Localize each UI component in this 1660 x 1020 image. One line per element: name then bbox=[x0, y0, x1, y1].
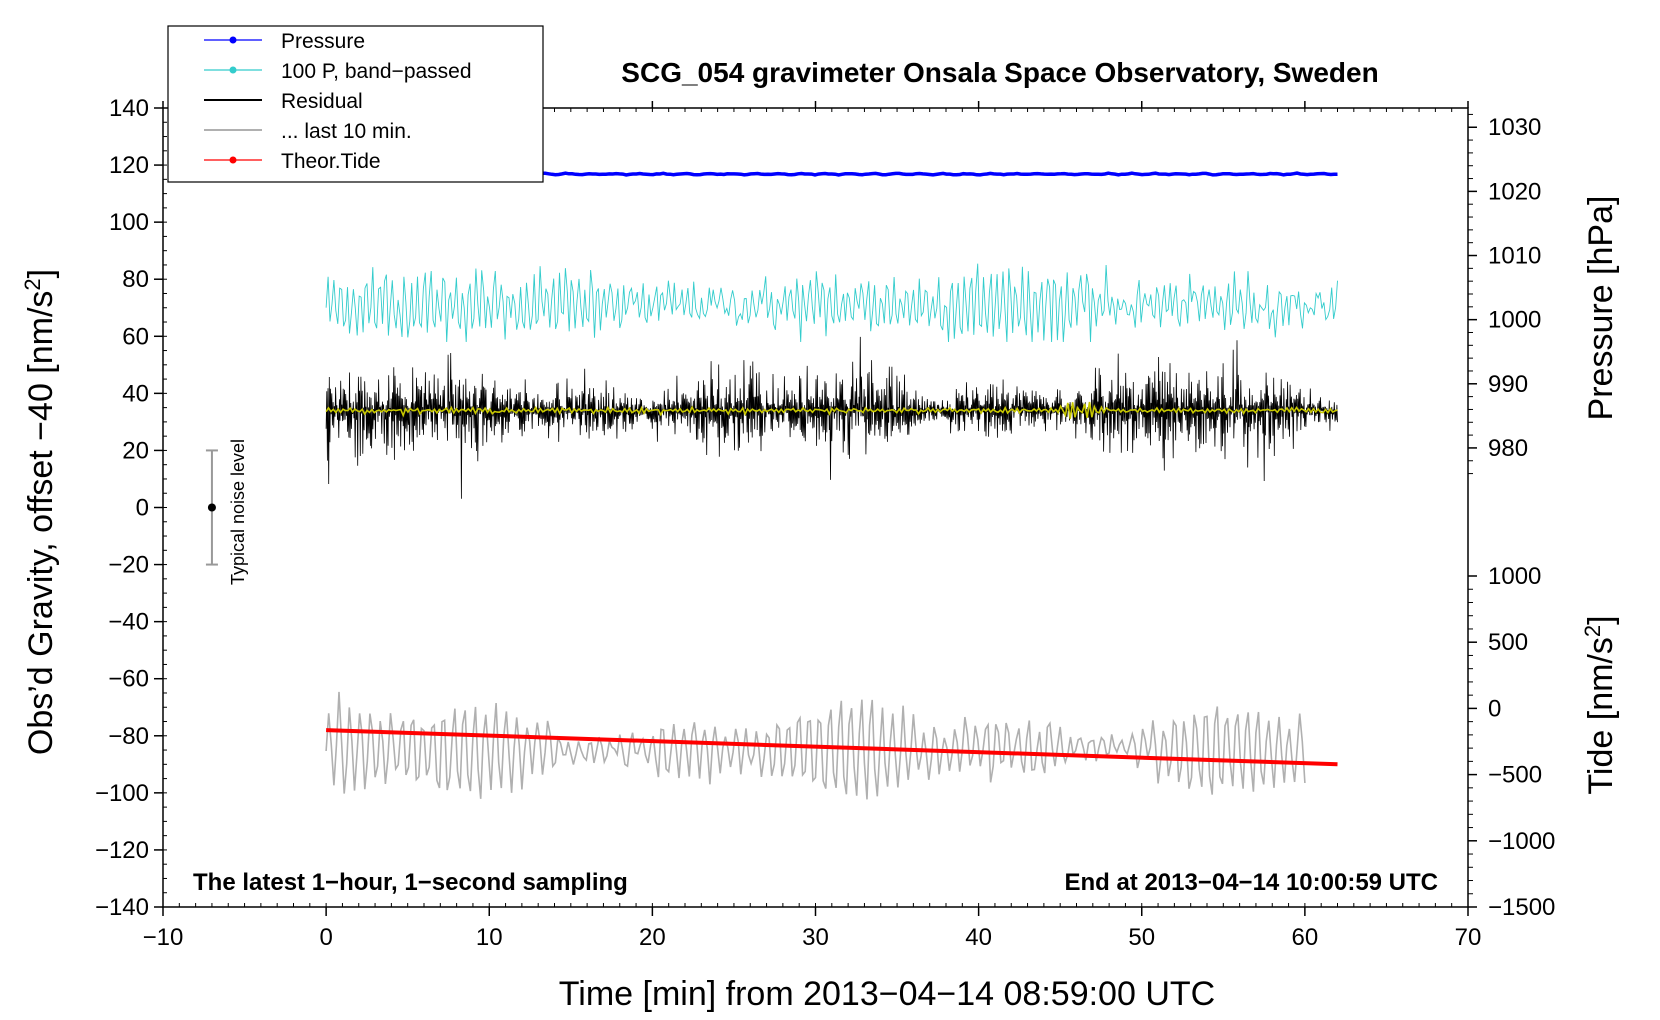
pressure-tick-label: 990 bbox=[1488, 371, 1528, 398]
pressure-tick-label: 980 bbox=[1488, 435, 1528, 462]
y-left-tick-label: 0 bbox=[136, 495, 149, 522]
x-tick-label: 50 bbox=[1128, 924, 1155, 951]
legend-marker-bandpassed bbox=[229, 66, 237, 74]
plot-frame bbox=[162, 107, 1469, 908]
legend: Pressure 100 P, band−passed Residual ...… bbox=[167, 25, 544, 183]
plot-border bbox=[162, 107, 1469, 908]
pressure-tick-label: 1000 bbox=[1488, 307, 1541, 334]
y-left-title-end: ] bbox=[22, 269, 60, 278]
tide-tick-label: 500 bbox=[1488, 629, 1528, 656]
y-left-tick-label: 100 bbox=[109, 209, 149, 236]
y-left-tick-label: −140 bbox=[95, 894, 149, 921]
y-left-tick-label: −100 bbox=[95, 780, 149, 807]
y-axis-left-title: Obs’d Gravity, offset −40 [nm/s2] bbox=[20, 269, 60, 755]
legend-box bbox=[167, 25, 544, 183]
annotation-right: End at 2013−04−14 10:00:59 UTC bbox=[1064, 869, 1438, 896]
tide-title-end: ] bbox=[1582, 615, 1620, 624]
tide-tick-label: 1000 bbox=[1488, 563, 1541, 590]
pressure-tick-label: 1010 bbox=[1488, 243, 1541, 270]
y-left-tick-label: 20 bbox=[122, 437, 149, 464]
tide-axis-title: Tide [nm/s2] bbox=[1580, 615, 1620, 794]
x-tick-label: 10 bbox=[476, 924, 503, 951]
x-tick-label: 70 bbox=[1455, 924, 1482, 951]
series-bandpassed-line bbox=[325, 263, 1338, 343]
y-left-tick-label: −120 bbox=[95, 837, 149, 864]
chart-title: SCG_054 gravimeter Onsala Space Observat… bbox=[621, 57, 1378, 88]
tide-tick-label: −500 bbox=[1488, 762, 1542, 789]
series-last10-line bbox=[325, 691, 1306, 800]
legend-label-residual: Residual bbox=[281, 90, 363, 113]
noise-center-dot bbox=[207, 503, 216, 512]
axes-layer: −10 0 10 20 30 40 50 60 70−140−120−100−80−60−40−… bbox=[95, 95, 1555, 951]
x-tick-label: 20 bbox=[639, 924, 666, 951]
legend-label-tide: Theor.Tide bbox=[281, 150, 381, 173]
y-left-tick-label: 140 bbox=[109, 95, 149, 122]
y-left-title-main: Obs’d Gravity, offset −40 [nm/s bbox=[22, 291, 60, 756]
y-left-tick-label: −40 bbox=[108, 609, 149, 636]
x-tick-label: −10 bbox=[143, 924, 184, 951]
tide-title-sup: 2 bbox=[1580, 625, 1605, 637]
y-left-tick-label: 120 bbox=[109, 152, 149, 179]
noise-level-label: Typical noise level bbox=[228, 439, 248, 585]
legend-marker-tide bbox=[229, 156, 237, 164]
tide-tick-label: −1500 bbox=[1488, 894, 1555, 921]
legend-label-bandpassed: 100 P, band−passed bbox=[281, 60, 472, 83]
tide-tick-label: 0 bbox=[1488, 695, 1501, 722]
noise-level-indicator: Typical noise level bbox=[205, 439, 248, 585]
y-left-tick-label: 40 bbox=[122, 380, 149, 407]
legend-label-pressure: Pressure bbox=[281, 30, 365, 53]
x-tick-label: 0 bbox=[319, 924, 332, 951]
y-left-tick-label: 60 bbox=[122, 323, 149, 350]
x-axis-title: Time [min] from 2013−04−14 08:59:00 UTC bbox=[559, 975, 1215, 1013]
tide-tick-label: −1000 bbox=[1488, 828, 1555, 855]
tide-title-main: Tide [nm/s bbox=[1582, 637, 1620, 794]
series-residual-smoothed-line bbox=[325, 401, 1338, 419]
series-tide-line bbox=[326, 728, 1338, 767]
annotation-left: The latest 1−hour, 1−second sampling bbox=[193, 869, 628, 896]
x-tick-label: 30 bbox=[802, 924, 829, 951]
y-left-title-sup: 2 bbox=[20, 278, 45, 290]
y-left-tick-label: −80 bbox=[108, 723, 149, 750]
pressure-axis-title: Pressure [hPa] bbox=[1582, 196, 1620, 421]
y-left-tick-label: −60 bbox=[108, 666, 149, 693]
pressure-tick-label: 1020 bbox=[1488, 178, 1541, 205]
legend-label-last10: ... last 10 min. bbox=[281, 120, 412, 143]
y-left-tick-label: 80 bbox=[122, 266, 149, 293]
x-tick-label: 60 bbox=[1292, 924, 1319, 951]
legend-marker-pressure bbox=[229, 36, 237, 44]
x-tick-label: 40 bbox=[965, 924, 992, 951]
pressure-tick-label: 1030 bbox=[1488, 114, 1541, 141]
series-layer bbox=[325, 171, 1338, 800]
y-left-tick-label: −20 bbox=[108, 552, 149, 579]
series-residual-line bbox=[325, 336, 1338, 499]
